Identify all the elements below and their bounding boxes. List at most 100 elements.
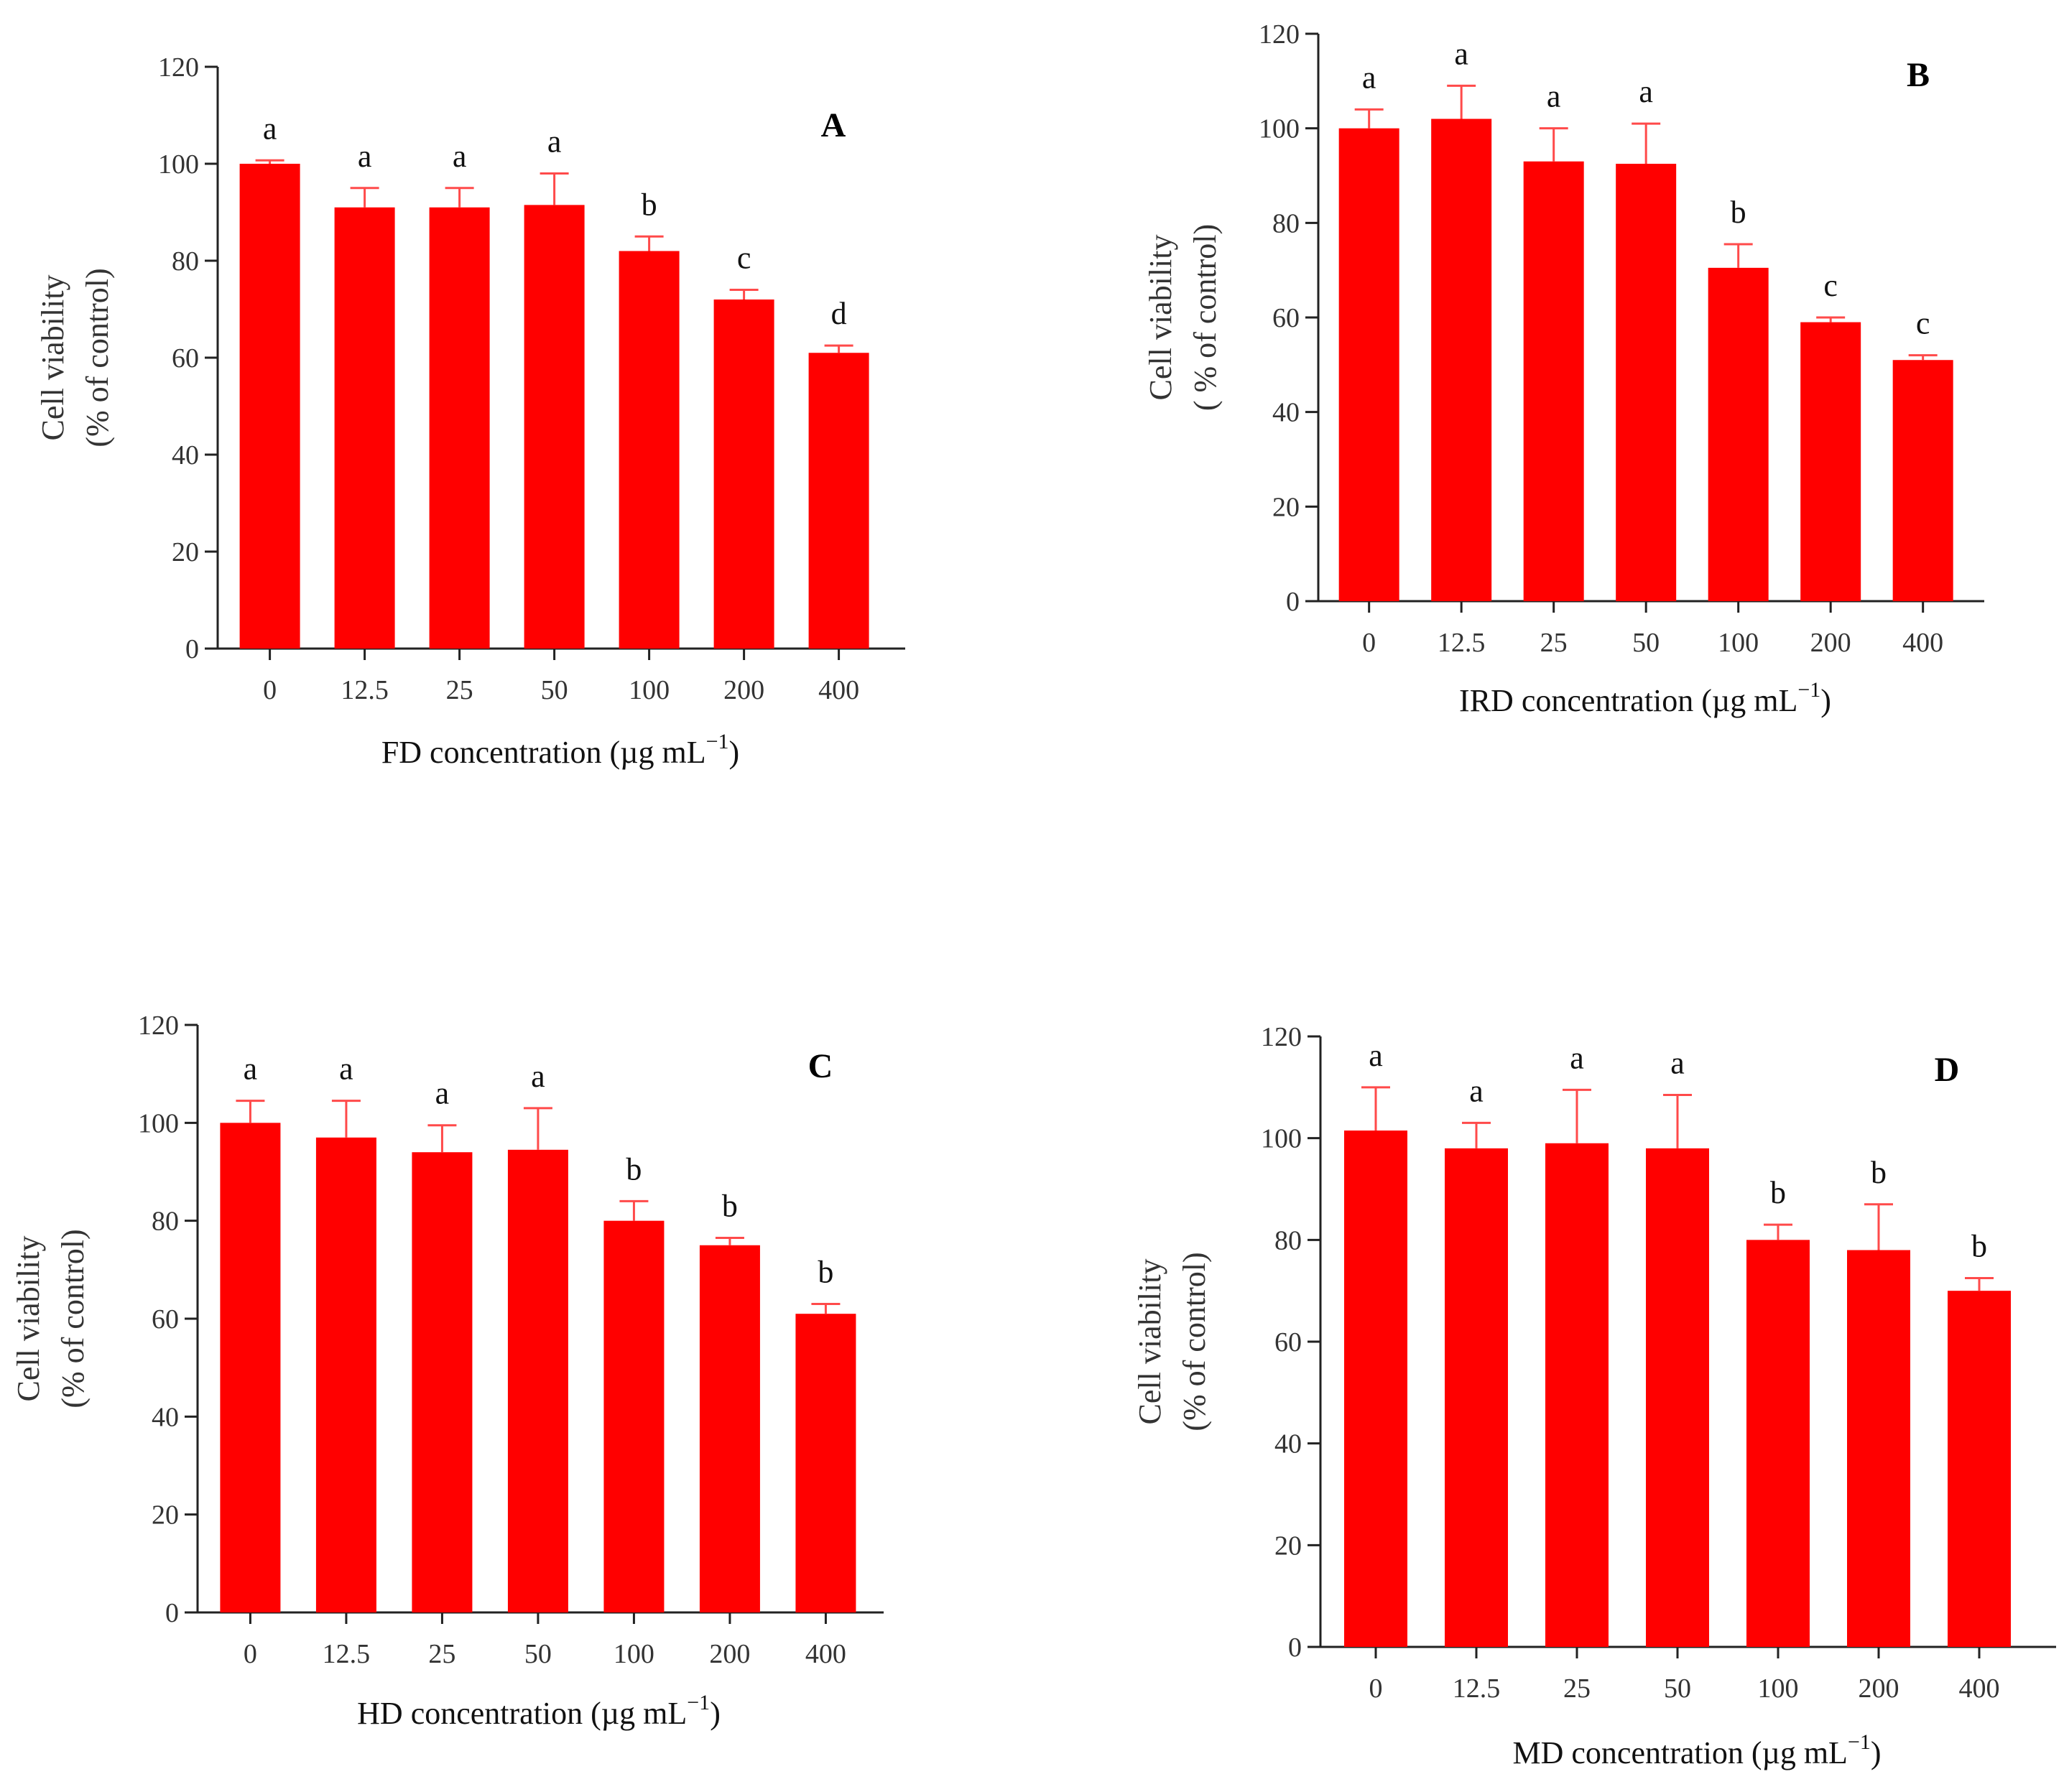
significance-letter: a — [263, 111, 277, 146]
bar — [1800, 322, 1861, 601]
y-axis-title-line1: Cell viability — [1132, 1259, 1167, 1425]
y-tick-label: 40 — [1274, 1429, 1302, 1459]
panel-b: 0 20 40 60 80 100 120 0 a 12.5 a 25 a 50 a 100 b 200 c 400 c… — [1143, 19, 1984, 718]
significance-letter: a — [1369, 1038, 1383, 1073]
x-tick-label: 0 — [263, 675, 277, 705]
y-tick-label: 100 — [138, 1108, 179, 1138]
significance-letter: b — [1731, 195, 1746, 230]
panel-a: 0 20 40 60 80 100 120 0 a 12.5 a 25 a 50 a 100 b 200 c 400 d… — [35, 52, 905, 770]
y-tick-label: 120 — [158, 52, 199, 83]
bar — [1746, 1240, 1810, 1647]
panel-letter: C — [808, 1047, 833, 1085]
y-tick-label: 120 — [1259, 19, 1300, 50]
x-tick-label: 25 — [1563, 1673, 1591, 1704]
bar — [220, 1123, 281, 1612]
significance-letter: c — [1823, 268, 1838, 303]
x-tick-label: 100 — [614, 1639, 654, 1669]
panel-letter: B — [1907, 56, 1930, 94]
significance-letter: c — [737, 241, 751, 276]
significance-letter: a — [244, 1051, 258, 1087]
significance-letter: b — [818, 1255, 833, 1290]
significance-letter: a — [531, 1059, 545, 1094]
y-tick-label: 120 — [1261, 1022, 1302, 1052]
significance-letter: a — [1547, 79, 1561, 114]
y-tick-label: 0 — [165, 1598, 179, 1628]
y-tick-label: 100 — [1259, 114, 1300, 144]
x-tick-label: 12.5 — [1438, 628, 1486, 658]
y-tick-label: 0 — [1288, 1633, 1302, 1663]
bar — [713, 300, 774, 649]
significance-letter: a — [358, 139, 372, 174]
bar — [1344, 1131, 1407, 1647]
bar — [1847, 1250, 1910, 1647]
bar — [1948, 1291, 2011, 1647]
y-tick-label: 100 — [1261, 1124, 1302, 1154]
bar — [1616, 164, 1677, 601]
y-axis-title-line1: Cell viability — [1143, 235, 1178, 401]
x-tick-label: 100 — [1718, 628, 1759, 658]
significance-letter: b — [1871, 1155, 1887, 1190]
x-tick-label: 25 — [1540, 628, 1568, 658]
bar — [1431, 119, 1492, 601]
x-axis-title: MD concentration (µg mL−1) — [1512, 1730, 1881, 1770]
y-tick-label: 40 — [172, 440, 199, 470]
significance-letter: a — [1570, 1040, 1584, 1075]
bar — [524, 205, 585, 649]
significance-letter: b — [722, 1189, 738, 1224]
x-tick-label: 0 — [1369, 1673, 1383, 1704]
x-tick-label: 50 — [1632, 628, 1660, 658]
x-tick-label: 50 — [541, 675, 568, 705]
significance-letter: a — [339, 1051, 353, 1087]
significance-letter: a — [547, 124, 562, 159]
bar — [619, 251, 680, 649]
y-tick-label: 80 — [1272, 208, 1300, 238]
significance-letter: a — [435, 1076, 450, 1111]
significance-letter: a — [1639, 74, 1653, 109]
bar — [315, 1137, 376, 1612]
bar — [603, 1220, 665, 1612]
bar — [795, 1314, 856, 1612]
y-tick-label: 80 — [152, 1207, 179, 1237]
x-tick-label: 100 — [629, 675, 670, 705]
y-tick-label: 60 — [172, 343, 199, 373]
x-axis-title: IRD concentration (µg mL−1) — [1459, 678, 1831, 718]
significance-letter: a — [1362, 60, 1376, 95]
bar — [429, 207, 490, 649]
y-tick-label: 0 — [1286, 587, 1300, 617]
y-axis-title-line2: (% of control) — [1177, 1252, 1212, 1431]
x-tick-label: 400 — [1959, 1673, 2000, 1704]
significance-letter: b — [1971, 1228, 1987, 1263]
y-axis-title-line1: Cell viability — [35, 275, 70, 441]
y-tick-label: 20 — [1272, 492, 1300, 522]
y-tick-label: 80 — [1274, 1225, 1302, 1255]
x-tick-label: 200 — [1810, 628, 1851, 658]
bar — [1892, 360, 1953, 601]
x-tick-label: 25 — [446, 675, 473, 705]
significance-letter: b — [642, 187, 657, 222]
y-tick-label: 100 — [158, 149, 199, 180]
bar — [507, 1149, 568, 1612]
panel-c: 0 20 40 60 80 100 120 0 a 12.5 a 25 a 50 a 100 b 200 b 400 b… — [11, 1011, 884, 1731]
x-tick-label: 400 — [818, 675, 859, 705]
significance-letter: a — [1469, 1073, 1484, 1108]
panel-letter: D — [1935, 1051, 1960, 1089]
x-tick-label: 200 — [723, 675, 764, 705]
significance-letter: b — [626, 1151, 642, 1187]
x-tick-label: 100 — [1758, 1673, 1799, 1704]
bar — [1523, 161, 1584, 601]
y-axis-title-line2: ( % of control) — [1188, 224, 1223, 411]
x-tick-label: 200 — [709, 1639, 750, 1669]
x-tick-label: 12.5 — [323, 1639, 371, 1669]
x-tick-label: 400 — [1902, 628, 1943, 658]
x-tick-label: 0 — [244, 1639, 257, 1669]
y-tick-label: 40 — [1272, 398, 1300, 428]
bar — [808, 353, 869, 649]
y-tick-label: 20 — [152, 1500, 179, 1531]
bar — [334, 207, 395, 649]
x-tick-label: 400 — [805, 1639, 846, 1669]
bar — [412, 1152, 473, 1612]
y-tick-label: 40 — [152, 1402, 179, 1432]
y-tick-label: 20 — [172, 537, 199, 567]
x-tick-label: 200 — [1859, 1673, 1899, 1704]
